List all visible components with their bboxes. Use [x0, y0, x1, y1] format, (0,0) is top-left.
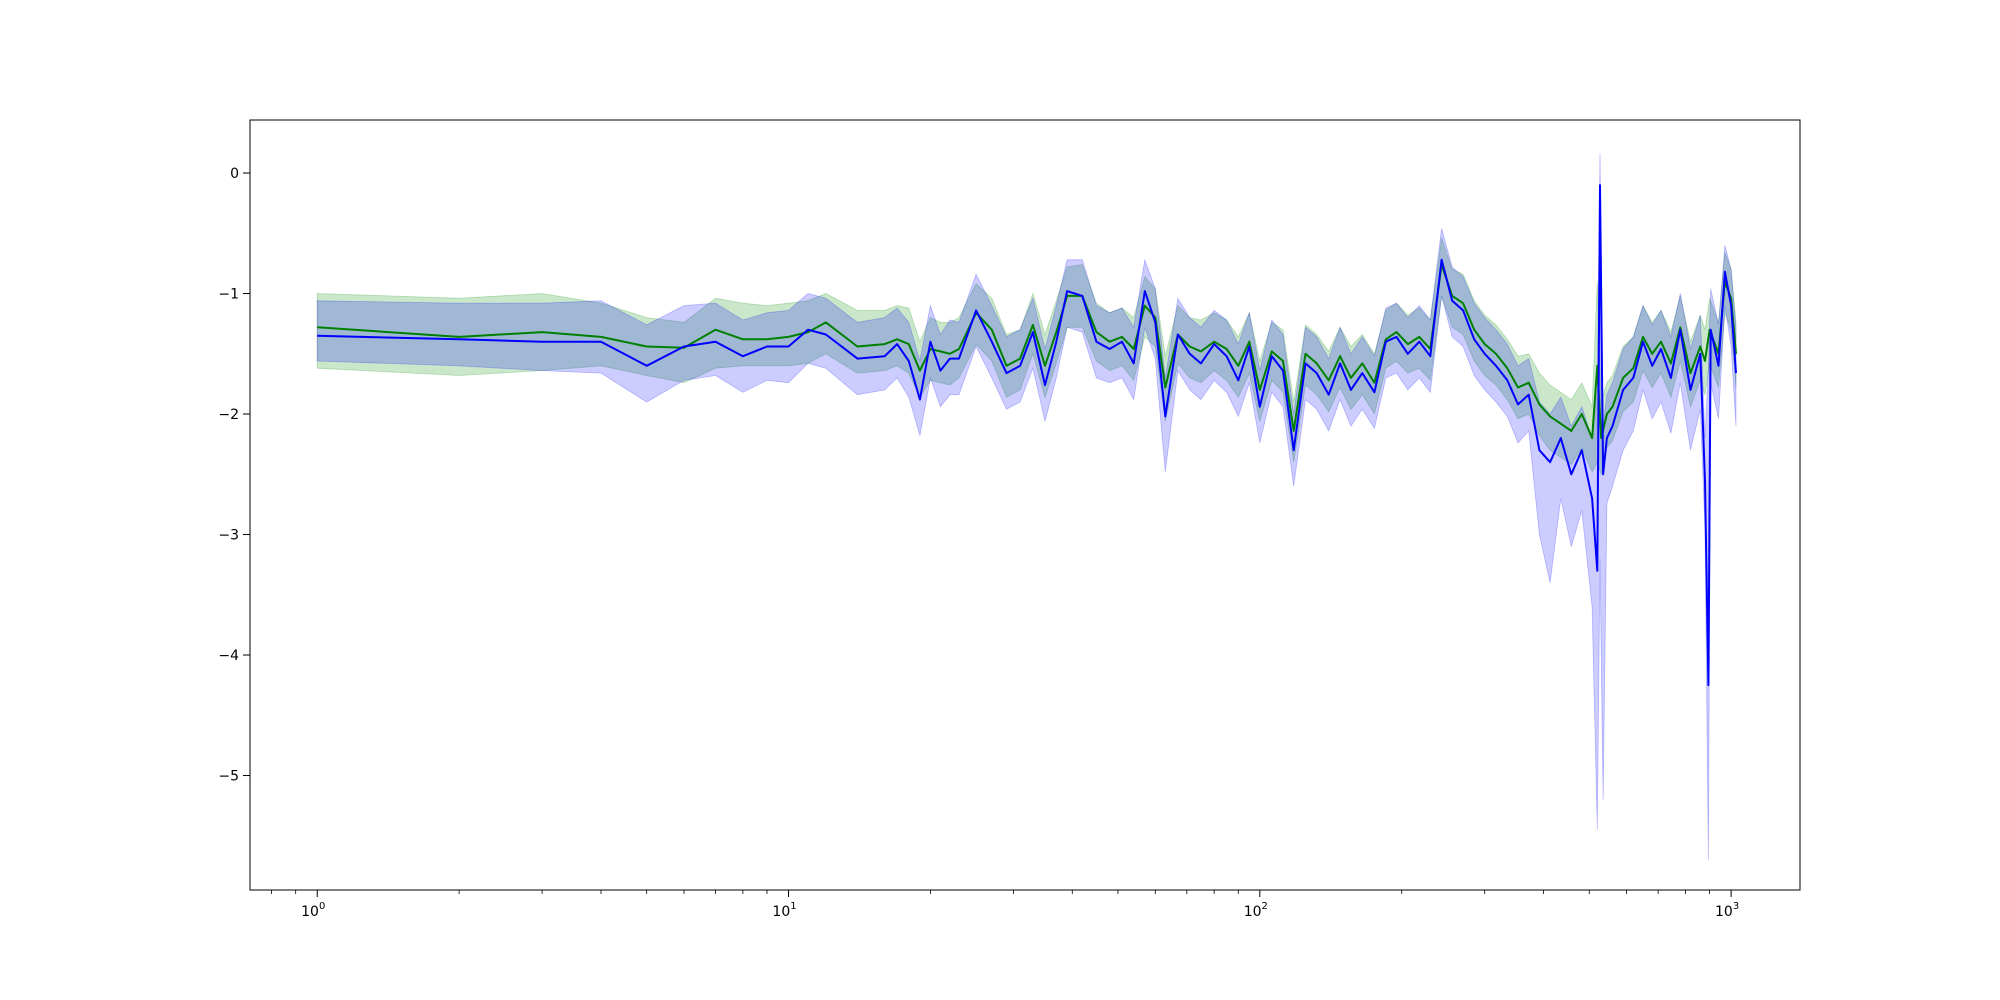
y-axis: 0 −1 −2 −3 −4 −5: [218, 166, 250, 785]
confidence-bands: [316, 153, 1737, 860]
x-tick-label-3: 103: [1715, 901, 1739, 920]
plot-frame: [249, 119, 1801, 891]
x-axis: 100 101 102 103: [271, 890, 1739, 920]
series-2-line: [317, 184, 1737, 687]
y-tick-label-3: −3: [218, 528, 239, 544]
y-tick-label-0: 0: [230, 166, 239, 182]
x-tick-label-1: 101: [772, 901, 796, 920]
series-1-band: [316, 237, 1737, 476]
series-lines: [317, 184, 1737, 687]
x-tick-label-0: 100: [301, 901, 325, 920]
y-tick-label-1: −1: [218, 287, 239, 303]
y-tick-label-2: −2: [218, 407, 239, 423]
y-tick-label-5: −5: [218, 769, 239, 785]
series-1-line: [317, 263, 1737, 440]
y-tick-label-4: −4: [218, 648, 239, 664]
series-2-band: [316, 153, 1737, 860]
x-tick-label-2: 102: [1244, 901, 1268, 920]
